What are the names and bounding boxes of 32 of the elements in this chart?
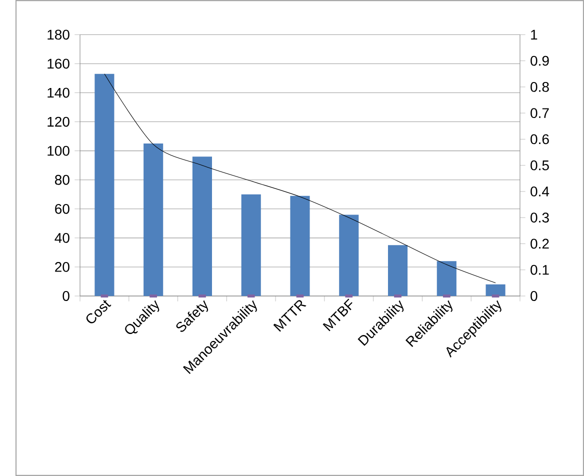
y-tick-label: 20 <box>55 262 70 272</box>
y-tick-label: 40 <box>54 232 70 243</box>
bar <box>339 214 359 296</box>
y2-tick-label: 0.4 <box>530 186 550 196</box>
bar <box>241 194 261 296</box>
y2-tick-label: 0.8 <box>530 82 549 92</box>
y2-tick-label: 0.1 <box>530 264 549 275</box>
y2-tick-label: 0.7 <box>530 108 549 118</box>
line-series <box>104 74 496 284</box>
x-tick-label: Cost <box>86 300 112 324</box>
bar <box>94 74 114 296</box>
y2-tick-label: 0.5 <box>530 160 549 170</box>
y2-tick-label: 0.9 <box>530 56 549 66</box>
y-tick-label: 140 <box>48 88 70 98</box>
y-tick-label: 100 <box>48 146 70 156</box>
bar <box>436 261 456 296</box>
bar <box>388 245 408 296</box>
y-tick-label: 0 <box>62 291 70 301</box>
bar <box>290 196 310 296</box>
y-tick-label: 180 <box>48 30 70 40</box>
bar <box>192 156 212 296</box>
bar <box>486 284 506 296</box>
y-tick-label: 120 <box>48 116 70 127</box>
y2-tick-label: 0.2 <box>530 238 549 249</box>
y-tick-label: 60 <box>55 204 70 214</box>
y2-tick-label: 0 <box>530 291 538 301</box>
y2-tick-label: 0.3 <box>530 212 549 223</box>
bar <box>144 144 164 296</box>
y-tick-label: 80 <box>54 174 70 185</box>
y2-tick-label: 0.6 <box>530 134 549 144</box>
y-tick-label: 160 <box>48 58 70 69</box>
y2-tick-label: 1 <box>531 30 538 40</box>
